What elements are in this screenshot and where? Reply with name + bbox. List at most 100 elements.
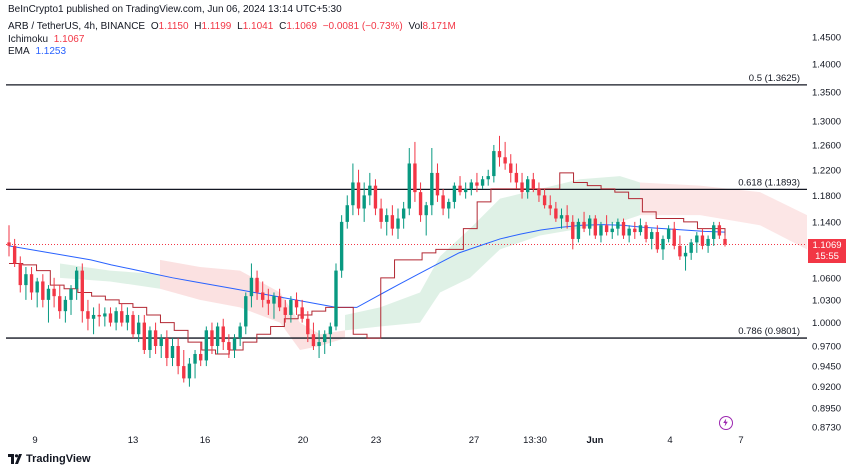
candle-body bbox=[108, 313, 113, 323]
candle bbox=[193, 349, 197, 379]
candle-body bbox=[362, 195, 366, 209]
candle bbox=[86, 299, 90, 331]
candle bbox=[35, 277, 39, 308]
y-tick-label: 1.1400 bbox=[812, 217, 841, 228]
candle bbox=[441, 188, 445, 216]
candle bbox=[136, 314, 141, 343]
candle-body bbox=[469, 182, 473, 189]
x-tick-label: 4 bbox=[667, 435, 672, 446]
y-tick-label: 1.0300 bbox=[812, 295, 841, 306]
candle-body bbox=[655, 232, 660, 250]
candle-body bbox=[593, 218, 598, 236]
candle bbox=[695, 232, 699, 253]
candle bbox=[379, 198, 383, 229]
candle bbox=[176, 338, 180, 375]
candle-body bbox=[599, 225, 603, 236]
candle-body bbox=[503, 157, 507, 164]
candle-body bbox=[210, 330, 214, 347]
x-tick-label: 9 bbox=[32, 435, 37, 446]
candle-body bbox=[103, 313, 107, 317]
candle-body bbox=[272, 296, 276, 304]
candle-body bbox=[650, 232, 654, 239]
candle bbox=[542, 188, 547, 209]
candle-body bbox=[700, 235, 705, 246]
candle-body bbox=[604, 225, 609, 233]
candle-body bbox=[514, 172, 519, 183]
ema-line bbox=[8, 224, 726, 308]
fib-levels: 0.5 (1.3625) 0.618 (1.1893) 0.786 (0.9801) bbox=[6, 73, 807, 339]
candle bbox=[390, 205, 395, 236]
candle bbox=[198, 342, 203, 367]
candle bbox=[7, 225, 11, 257]
candle-body bbox=[576, 221, 581, 239]
candle-body bbox=[46, 288, 51, 300]
candle bbox=[723, 235, 727, 247]
candle-body bbox=[689, 242, 693, 253]
candle bbox=[272, 292, 276, 319]
candle bbox=[120, 303, 124, 327]
candle-body bbox=[323, 334, 327, 343]
y-tick-label: 1.2200 bbox=[812, 165, 841, 176]
candle bbox=[396, 208, 400, 239]
candle bbox=[638, 218, 643, 236]
candle-body bbox=[69, 288, 73, 300]
candle bbox=[159, 334, 163, 358]
candle bbox=[627, 225, 631, 243]
candle-body bbox=[91, 314, 96, 319]
candle-body bbox=[176, 346, 180, 367]
candle bbox=[58, 285, 62, 319]
ichimoku-legend[interactable]: Ichimoku 1.1067 bbox=[8, 34, 87, 45]
candle-body bbox=[311, 334, 316, 347]
candle bbox=[345, 195, 349, 229]
ema-layer bbox=[8, 224, 726, 308]
candle-body bbox=[368, 185, 372, 196]
candle bbox=[108, 307, 113, 327]
candle-body bbox=[413, 163, 417, 193]
y-tick-label: 1.1800 bbox=[812, 191, 841, 202]
candle-body bbox=[531, 179, 536, 189]
candle bbox=[509, 154, 513, 183]
candle-body bbox=[396, 218, 400, 229]
candle bbox=[351, 163, 355, 216]
candle bbox=[221, 318, 225, 350]
y-tick-label: 0.8730 bbox=[812, 423, 841, 434]
candle-body bbox=[475, 182, 479, 186]
candle bbox=[689, 238, 693, 260]
candle bbox=[12, 238, 17, 268]
candle bbox=[311, 322, 316, 350]
x-tick-label: 23 bbox=[371, 435, 382, 446]
candle bbox=[565, 205, 569, 229]
tradingview-logo-icon bbox=[8, 454, 22, 464]
candle bbox=[644, 221, 648, 243]
candle-body bbox=[441, 195, 445, 209]
candle-body bbox=[723, 238, 727, 245]
candle-body bbox=[373, 185, 378, 209]
y-tick-label: 1.4500 bbox=[812, 33, 841, 44]
candle-body bbox=[125, 314, 130, 323]
symbol-name[interactable]: ARB / TetherUS, 4h, BINANCE bbox=[8, 21, 146, 32]
candle bbox=[650, 228, 654, 250]
y-tick-label: 0.8950 bbox=[812, 403, 841, 414]
candle bbox=[385, 208, 389, 236]
candle bbox=[210, 322, 214, 354]
candle-body bbox=[317, 342, 321, 347]
candle-body bbox=[227, 342, 231, 350]
ema-legend[interactable]: EMA 1.1253 bbox=[8, 46, 69, 57]
candle bbox=[621, 218, 626, 239]
lightning-icon[interactable] bbox=[719, 416, 733, 430]
candle bbox=[283, 299, 287, 323]
candle bbox=[328, 322, 333, 347]
candle bbox=[610, 221, 614, 239]
candle bbox=[114, 307, 118, 331]
candle bbox=[125, 307, 130, 331]
footer-brand[interactable]: TradingView bbox=[8, 453, 91, 465]
candle bbox=[463, 182, 468, 199]
candle bbox=[633, 221, 637, 239]
candle bbox=[165, 330, 169, 367]
candle bbox=[277, 288, 282, 312]
x-tick-label: 13 bbox=[128, 435, 139, 446]
candle bbox=[91, 307, 96, 335]
volume: Vol8.171M bbox=[408, 21, 456, 32]
candle-body bbox=[582, 221, 586, 229]
